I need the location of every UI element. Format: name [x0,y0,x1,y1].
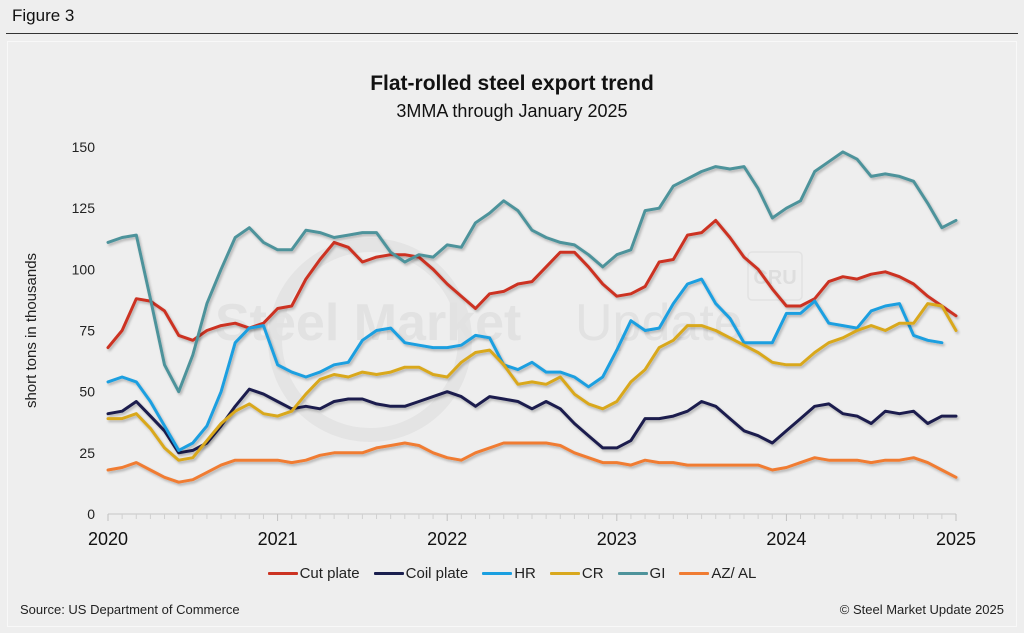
legend-item-cut-plate: Cut plate [267,565,360,582]
y-tick-label: 75 [79,323,95,339]
legend-swatch [679,572,710,575]
legend-item-coil-plate: Coil plate [373,565,469,582]
y-axis: 0 25 50 75 100 125 150 short tons in thousands [23,139,95,522]
x-tick-label: 2025 [936,529,976,549]
chart-title: Flat-rolled steel export trend [370,72,654,95]
series-line-hr [106,277,944,452]
x-tick-label: 2020 [88,529,128,549]
x-tick-label: 2023 [597,529,637,549]
series-line-cr [106,302,958,462]
legend-item-cr: CR [549,565,604,582]
legend-label: Cut plate [299,565,360,582]
legend: Cut plate Coil plate HR CR GI AZ/ AL [0,565,1024,582]
legend-swatch [549,572,580,575]
y-tick-label: 0 [87,506,95,522]
series-line-az-al [106,441,958,484]
y-tick-label: 125 [72,200,96,216]
x-axis: 2020 2021 2022 2023 2024 2025 [88,513,976,549]
y-tick-label: 50 [79,384,95,400]
y-tick-label: 150 [72,139,96,155]
legend-label: HR [514,565,536,582]
y-tick-label: 25 [79,445,95,461]
legend-label: CR [581,565,604,582]
series-line-coil-plate [106,387,958,455]
series-line-gi [106,150,958,394]
watermark-text-light: Update [575,294,743,352]
y-tick-label: 100 [72,261,96,277]
legend-swatch [373,572,404,575]
legend-swatch [267,572,298,575]
watermark-badge-box [747,251,803,301]
series-layer [106,150,958,484]
legend-swatch [482,572,513,575]
x-tick-label: 2021 [258,529,298,549]
x-tick-label: 2022 [427,529,467,549]
legend-label: Coil plate [405,565,469,582]
copyright-note: © Steel Market Update 2025 [839,602,1004,617]
y-axis-title: short tons in thousands [23,253,40,408]
watermark-logo-ring [268,238,472,442]
legend-swatch [617,572,648,575]
legend-item-hr: HR [482,565,536,582]
legend-label: AZ/ AL [711,565,757,582]
legend-label: GI [649,565,666,582]
watermark-badge-text: CRU [753,267,796,289]
x-tick-label: 2024 [766,529,806,549]
legend-item-az-al: AZ/ AL [679,565,756,582]
chart-subtitle: 3MMA through January 2025 [396,101,628,121]
figure-divider [6,33,1018,34]
figure-label: Figure 3 [12,6,75,25]
source-note: Source: US Department of Commerce [20,602,240,617]
legend-item-gi: GI [617,565,666,582]
